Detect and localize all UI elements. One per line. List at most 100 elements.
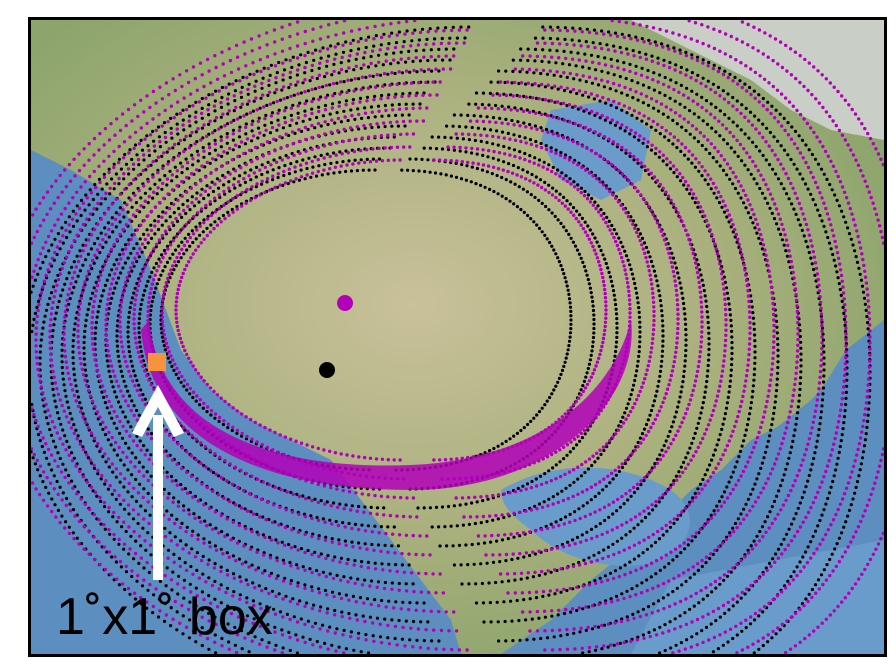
trajectory-point bbox=[199, 441, 203, 445]
trajectory-point bbox=[819, 410, 824, 414]
trajectory-point bbox=[550, 86, 554, 90]
trajectory-point bbox=[658, 132, 662, 136]
trajectory-point bbox=[186, 204, 190, 209]
trajectory-point bbox=[614, 196, 618, 200]
trajectory-point bbox=[621, 421, 626, 425]
trajectory-point bbox=[695, 55, 700, 59]
trajectory-point bbox=[214, 651, 218, 654]
trajectory-point bbox=[118, 325, 122, 329]
trajectory-point bbox=[775, 377, 779, 381]
trajectory-point bbox=[556, 492, 560, 496]
trajectory-point bbox=[179, 161, 183, 165]
trajectory-point bbox=[628, 263, 632, 267]
trajectory-point bbox=[625, 615, 629, 619]
trajectory-point bbox=[517, 81, 521, 86]
trajectory-point bbox=[134, 456, 138, 460]
trajectory-point bbox=[751, 311, 755, 315]
trajectory-point bbox=[490, 172, 494, 176]
trajectory-point bbox=[842, 421, 846, 425]
trajectory-point bbox=[600, 271, 604, 276]
trajectory-point bbox=[529, 193, 533, 197]
trajectory-point bbox=[543, 572, 547, 576]
trajectory-point bbox=[604, 300, 608, 304]
trajectory-point bbox=[480, 581, 484, 586]
trajectory-point bbox=[528, 122, 532, 127]
trajectory-point bbox=[700, 629, 704, 633]
trajectory-point bbox=[386, 133, 390, 137]
trajectory-point bbox=[496, 517, 500, 521]
trajectory-point bbox=[254, 79, 258, 83]
trajectory-point bbox=[164, 219, 168, 223]
trajectory-point bbox=[605, 43, 609, 47]
trajectory-point bbox=[742, 439, 746, 443]
trajectory-point bbox=[523, 151, 527, 156]
trajectory-point bbox=[672, 274, 676, 278]
trajectory-point bbox=[454, 132, 458, 136]
trajectory-point bbox=[153, 224, 157, 228]
trajectory-point bbox=[663, 93, 667, 97]
trajectory-point bbox=[683, 611, 687, 615]
trajectory-point bbox=[582, 379, 587, 383]
trajectory-point bbox=[194, 248, 198, 252]
trajectory-point bbox=[140, 250, 144, 254]
trajectory-point bbox=[163, 229, 168, 233]
trajectory-point bbox=[586, 224, 590, 228]
trajectory-point bbox=[640, 119, 644, 123]
trajectory-point bbox=[519, 577, 523, 581]
trajectory-point bbox=[209, 213, 214, 218]
trajectory-point bbox=[846, 514, 850, 518]
trajectory-point bbox=[496, 107, 500, 111]
trajectory-point bbox=[301, 635, 305, 639]
trajectory-point bbox=[162, 289, 166, 293]
trajectory-point bbox=[114, 560, 118, 564]
trajectory-point bbox=[130, 296, 134, 300]
trajectory-point bbox=[580, 533, 584, 537]
trajectory-point bbox=[180, 240, 184, 244]
trajectory-point bbox=[713, 448, 717, 452]
trajectory-point bbox=[667, 138, 671, 142]
trajectory-point bbox=[683, 153, 687, 157]
trajectory-point bbox=[170, 272, 174, 276]
trajectory-point bbox=[373, 115, 377, 119]
trajectory-point bbox=[774, 552, 778, 556]
trajectory-point bbox=[606, 645, 610, 649]
trajectory-point bbox=[147, 570, 151, 575]
trajectory-point bbox=[274, 160, 279, 164]
trajectory-point bbox=[697, 115, 701, 119]
trajectory-point bbox=[693, 535, 698, 539]
trajectory-point bbox=[339, 61, 343, 65]
trajectory-point bbox=[576, 492, 580, 496]
trajectory-point bbox=[621, 260, 625, 264]
trajectory-point bbox=[664, 392, 668, 396]
trajectory-point bbox=[730, 340, 734, 345]
trajectory-point bbox=[533, 195, 537, 199]
trajectory-point bbox=[265, 140, 270, 144]
trajectory-point bbox=[415, 70, 419, 74]
trajectory-point bbox=[92, 466, 97, 470]
trajectory-point bbox=[344, 69, 348, 73]
trajectory-point bbox=[506, 537, 510, 541]
trajectory-point bbox=[164, 341, 169, 345]
trajectory-point bbox=[149, 223, 153, 227]
trajectory-point bbox=[528, 154, 532, 158]
trajectory-point bbox=[186, 429, 190, 434]
trajectory-point bbox=[119, 340, 124, 344]
trajectory-point bbox=[690, 441, 694, 445]
trajectory-point bbox=[443, 458, 448, 462]
trajectory-point bbox=[552, 635, 556, 639]
trajectory-point bbox=[349, 576, 353, 580]
trajectory-point bbox=[861, 290, 866, 294]
trajectory-point bbox=[577, 560, 581, 565]
trajectory-point bbox=[408, 119, 412, 123]
trajectory-point bbox=[649, 408, 654, 413]
trajectory-point bbox=[220, 154, 224, 158]
trajectory-point bbox=[139, 274, 143, 278]
trajectory-point bbox=[411, 619, 416, 624]
trajectory-point bbox=[519, 139, 523, 144]
trajectory-point bbox=[652, 628, 657, 632]
trajectory-point bbox=[201, 554, 205, 559]
trajectory-point bbox=[114, 281, 119, 285]
trajectory-point bbox=[198, 398, 202, 402]
trajectory-point bbox=[255, 477, 260, 481]
trajectory-point bbox=[601, 183, 606, 187]
